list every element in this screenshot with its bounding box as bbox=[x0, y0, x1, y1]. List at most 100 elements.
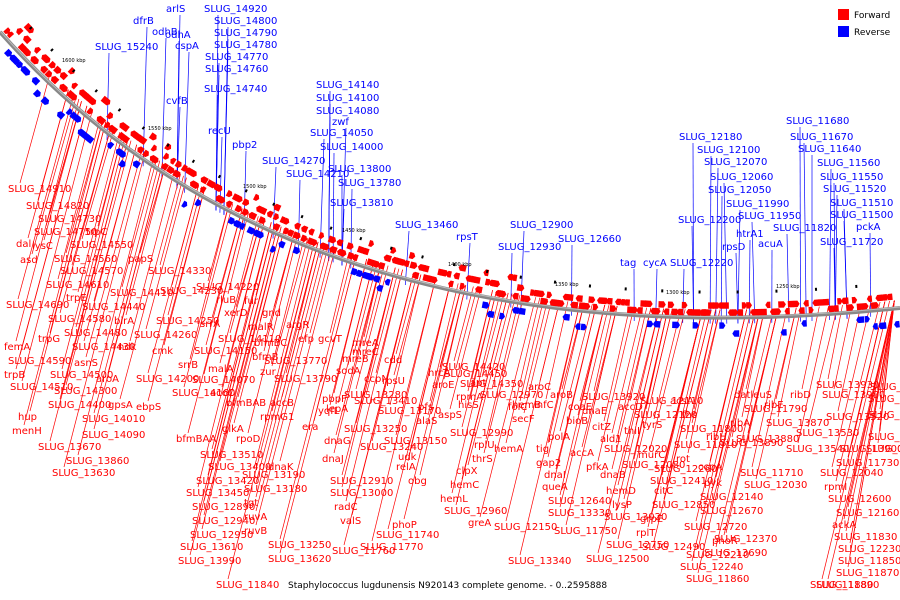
forward-connector bbox=[191, 222, 272, 542]
genome-caption: Staphylococcus lugdunensis N920143 compl… bbox=[288, 581, 607, 591]
legend-forward-swatch bbox=[838, 9, 849, 20]
forward-gene-arrow bbox=[875, 294, 884, 302]
reverse-gene-arrow bbox=[82, 132, 91, 141]
reverse-gene-label: SLUG_13810 bbox=[330, 198, 393, 209]
forward-gene-label: SLUG_13520 bbox=[826, 412, 889, 423]
reverse-connector bbox=[834, 194, 838, 320]
forward-connector bbox=[519, 302, 581, 556]
forward-gene-label: SLUG_14420 bbox=[442, 362, 505, 373]
reverse-gene-arrow bbox=[118, 150, 126, 158]
forward-gene-label: SLUG_11710 bbox=[740, 468, 803, 479]
forward-gene-label: SLUG_13250 bbox=[268, 540, 331, 551]
forward-gene-arrow bbox=[448, 280, 454, 288]
reverse-gene-arrow bbox=[486, 310, 495, 318]
forward-gene-arrow bbox=[727, 309, 734, 316]
forward-gene-label: ruvA bbox=[244, 512, 267, 523]
forward-gene-label: greA bbox=[468, 518, 491, 529]
forward-gene-label: lepA bbox=[326, 404, 348, 415]
forward-gene-label: cdd bbox=[384, 355, 402, 366]
forward-gene-arrow bbox=[412, 271, 420, 280]
forward-gene-label: SLUG_11790 bbox=[744, 404, 807, 415]
forward-gene-arrow bbox=[458, 264, 467, 272]
forward-gene-arrow bbox=[821, 298, 830, 306]
forward-gene-label: SLUG_12850 bbox=[652, 500, 715, 511]
forward-connector bbox=[523, 299, 553, 414]
forward-gene-label: mreA bbox=[352, 338, 379, 349]
forward-gene-label: mreB bbox=[342, 354, 369, 365]
forward-connector bbox=[211, 222, 272, 450]
reverse-gene-label: SLUG_14790 bbox=[214, 28, 277, 39]
forward-gene-label: SLUG_13980 bbox=[822, 390, 885, 401]
forward-connector bbox=[43, 101, 82, 241]
forward-gene-label: folC bbox=[508, 402, 527, 413]
forward-connector bbox=[691, 309, 752, 562]
forward-gene-label: SLUG_14820 bbox=[26, 201, 89, 212]
forward-gene-label: SLUG_13000 bbox=[330, 488, 393, 499]
forward-connector bbox=[363, 264, 385, 347]
reverse-gene-label: odhA bbox=[165, 30, 191, 41]
forward-gene-label: SLUG_11860 bbox=[686, 574, 749, 585]
forward-gene-label: relA bbox=[396, 462, 416, 473]
forward-gene-arrow bbox=[86, 107, 94, 115]
forward-connector bbox=[371, 278, 437, 542]
kbp-tick-labels: 1600 kbp 1550 kbp 1500 kbp 1450 kbp 1400 kbp… bbox=[62, 58, 800, 296]
scale-tick bbox=[519, 275, 522, 279]
forward-gene-arrow bbox=[524, 295, 531, 303]
forward-gene-label: SLUG_11830 bbox=[834, 532, 897, 543]
forward-gene-label: SLUG_14090 bbox=[82, 430, 145, 441]
forward-gene-label: SLUG_14590 bbox=[8, 356, 71, 367]
forward-gene-label: trpE bbox=[66, 293, 87, 304]
forward-gene-label: gpsA bbox=[108, 400, 133, 411]
reverse-gene-label: SLUG_14780 bbox=[214, 40, 277, 51]
genome-backbone-arc bbox=[0, 30, 900, 320]
forward-gene-label: SLUG_12950 bbox=[190, 530, 253, 541]
forward-gene-arrow bbox=[308, 228, 315, 236]
forward-gene-label: SLUG_14230 bbox=[160, 286, 223, 297]
reverse-gene-label: SLUG_14140 bbox=[316, 80, 379, 91]
forward-gene-arrow bbox=[540, 297, 549, 305]
reverse-gene-label: cspA bbox=[175, 41, 199, 52]
forward-gene-label: accA bbox=[570, 448, 594, 459]
reverse-gene-label: SLUG_11550 bbox=[820, 172, 883, 183]
forward-gene-label: SLUG_14580 bbox=[48, 314, 111, 325]
forward-connector bbox=[337, 261, 375, 404]
forward-gene-label: SLUG_13330 bbox=[548, 508, 611, 519]
reverse-gene-arrow bbox=[9, 54, 17, 62]
forward-connector bbox=[593, 305, 614, 392]
reverse-gene-arrow bbox=[77, 128, 87, 138]
reverse-gene-arrow bbox=[872, 323, 879, 330]
forward-gene-label: SLUG_14610 bbox=[46, 280, 109, 291]
forward-gene-arrow bbox=[808, 306, 814, 314]
reverse-gene-label: SLUG_14760 bbox=[205, 64, 268, 75]
forward-connector bbox=[505, 300, 561, 522]
genome-backbone-highlight bbox=[0, 30, 900, 318]
forward-gene-label: SLUG_11740 bbox=[376, 530, 439, 541]
forward-gene-label: SLUG_13210 bbox=[868, 432, 900, 443]
forward-gene-label: SLUG_13340 bbox=[508, 556, 571, 567]
forward-gene-arrow bbox=[272, 213, 279, 221]
forward-connector bbox=[345, 269, 403, 502]
forward-gene-arrow bbox=[121, 123, 130, 133]
forward-gene-label: SLUG_12890 bbox=[192, 502, 255, 513]
forward-gene-label: SLUG_13690 bbox=[704, 548, 767, 559]
forward-gene-arrow bbox=[886, 293, 893, 301]
forward-gene-label: SLUG_13630 bbox=[52, 468, 115, 479]
scale-tick bbox=[359, 236, 363, 241]
forward-gene-label: SLUG_14010 bbox=[82, 414, 145, 425]
kbp-tick-label: 1300 kbp bbox=[666, 290, 690, 296]
forward-gene-arrow bbox=[327, 235, 337, 244]
forward-gene-label: ribH bbox=[706, 432, 727, 443]
forward-gene-label: SLUG_11850 bbox=[838, 556, 900, 567]
legend-forward-label: Forward bbox=[854, 11, 890, 21]
forward-gene-labels: SLUG_14910 SLUG_14820 SLUG_14730 SLUG_14750… bbox=[4, 184, 900, 591]
reverse-gene-arrow bbox=[86, 135, 95, 144]
forward-gene-label: SLUG_12670 bbox=[700, 506, 763, 517]
reverse-gene-arrow bbox=[366, 272, 375, 281]
forward-gene-arrow bbox=[259, 207, 268, 216]
forward-gene-arrow bbox=[686, 309, 692, 316]
forward-gene-arrow bbox=[663, 308, 670, 315]
forward-connector bbox=[479, 297, 537, 518]
reverse-gene-arrow bbox=[646, 320, 654, 328]
reverse-gene-arrow bbox=[269, 245, 276, 253]
